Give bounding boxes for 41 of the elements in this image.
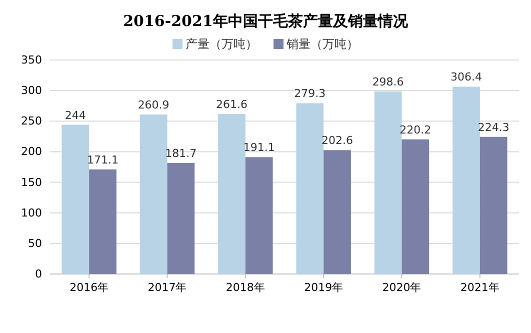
data-label: 181.7 [165,146,197,160]
legend-label: 产量（万吨） [186,37,258,51]
bar [452,86,480,274]
y-tick-label: 100 [21,206,42,220]
y-tick-label: 350 [21,54,42,67]
bar [374,91,402,274]
data-label: 298.6 [372,75,404,88]
data-label: 220.2 [400,123,432,136]
y-tick-label: 300 [21,84,42,98]
bar [89,169,116,274]
bar [480,136,508,274]
x-tick-label: 2016年 [70,280,109,294]
data-label: 306.4 [450,70,482,84]
x-tick-label: 2017年 [148,280,187,294]
data-label: 279.3 [294,87,326,100]
data-label: 171.1 [87,153,119,166]
bar [402,139,430,274]
data-label: 244 [64,108,86,122]
x-tick-label: 2019年 [304,280,344,294]
y-tick-label: 150 [21,176,42,189]
data-label: 191.1 [243,141,275,154]
data-label: 202.6 [322,134,354,148]
y-tick-label: 0 [35,268,42,281]
x-tick-label: 2018年 [226,280,265,294]
data-label: 261.6 [216,98,248,112]
bar [167,162,195,274]
data-label: 224.3 [478,120,510,134]
bar [218,114,246,274]
legend-label: 销量（万吨） [286,37,358,51]
data-label: 260.9 [138,98,170,112]
bar [62,124,90,274]
chart-title: 2016-2021年中国干毛茶产量及销量情况 [123,12,409,30]
x-tick-label: 2021年 [460,280,500,294]
y-tick-label: 200 [21,145,42,158]
x-tick-label: 2020年 [382,280,422,294]
bar [296,103,324,274]
bar [245,157,273,274]
bar [324,150,351,274]
bar [140,114,168,274]
y-tick-label: 250 [21,114,42,128]
y-tick-label: 50 [28,236,42,250]
